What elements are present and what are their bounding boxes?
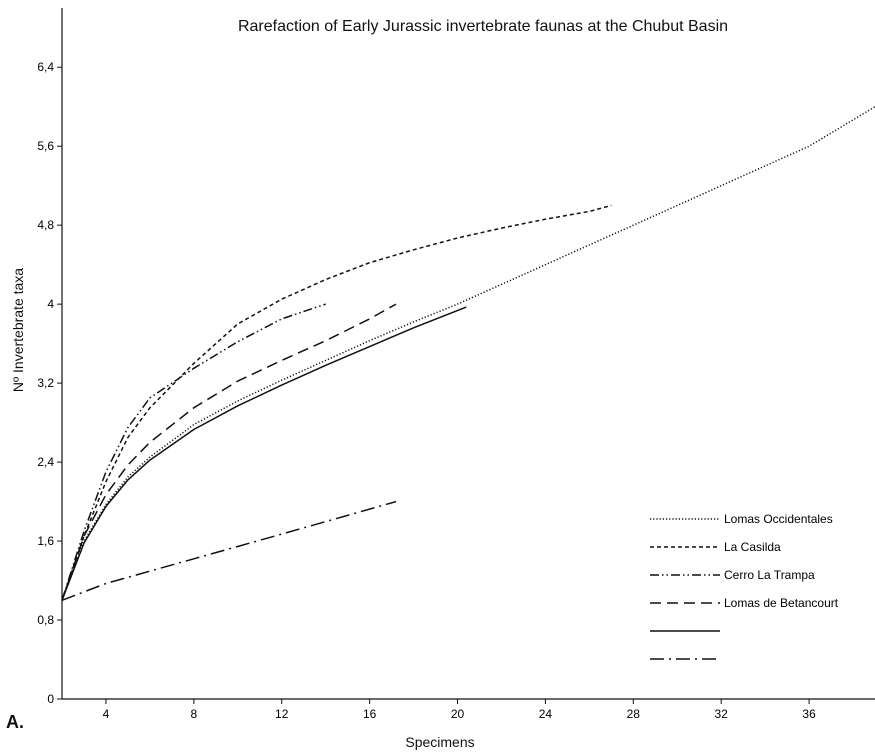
y-tick-label: 4 bbox=[47, 297, 54, 311]
ticks: 4 8 12 16 20 24 28 32 36 0 0,8 1,6 2,4 3,2 4 4,8 5,6 6,4 bbox=[37, 60, 816, 721]
y-axis-label: Nº Invertebrate taxa bbox=[10, 267, 26, 393]
y-tick-label: 0,8 bbox=[37, 613, 54, 627]
x-tick-label: 12 bbox=[275, 707, 289, 721]
series-line-4 bbox=[61, 303, 397, 601]
y-tick-label: 6,4 bbox=[37, 60, 54, 74]
x-tick-label: 36 bbox=[802, 707, 816, 721]
series-line-6 bbox=[61, 500, 397, 602]
series-line-3 bbox=[61, 303, 326, 601]
series-line-1 bbox=[61, 106, 875, 601]
series-layer bbox=[61, 106, 875, 602]
x-tick-label: 8 bbox=[190, 707, 197, 721]
chart-title: Rarefaction of Early Jurassic invertebra… bbox=[237, 18, 729, 35]
x-tick-label: 16 bbox=[363, 707, 377, 721]
legend-label-2: La Casilda bbox=[724, 540, 781, 554]
legend: Lomas Occidentales La Casilda Cerro La Tra… bbox=[650, 512, 839, 660]
y-tick-label: 3,2 bbox=[37, 376, 54, 390]
y-tick-label: 4,8 bbox=[37, 218, 54, 232]
x-axis-label: Specimens bbox=[405, 734, 475, 750]
x-tick-label: 32 bbox=[715, 707, 729, 721]
y-tick-label: 5,6 bbox=[37, 139, 54, 153]
axes bbox=[61, 8, 875, 700]
legend-label-1: Lomas Occidentales bbox=[724, 512, 833, 526]
y-tick-label: 1,6 bbox=[37, 534, 54, 548]
y-tick-label: 0 bbox=[47, 692, 54, 706]
panel-label: A. bbox=[6, 712, 24, 732]
series-line-5 bbox=[61, 306, 467, 601]
legend-label-4: Lomas de Betancourt bbox=[724, 596, 839, 610]
series-line-2 bbox=[61, 204, 612, 601]
x-tick-label: 4 bbox=[103, 707, 110, 721]
y-tick-label: 2,4 bbox=[37, 455, 54, 469]
legend-label-3: Cerro La Trampa bbox=[724, 568, 815, 582]
x-tick-label: 20 bbox=[451, 707, 465, 721]
x-tick-label: 24 bbox=[539, 707, 553, 721]
x-tick-label: 28 bbox=[627, 707, 641, 721]
